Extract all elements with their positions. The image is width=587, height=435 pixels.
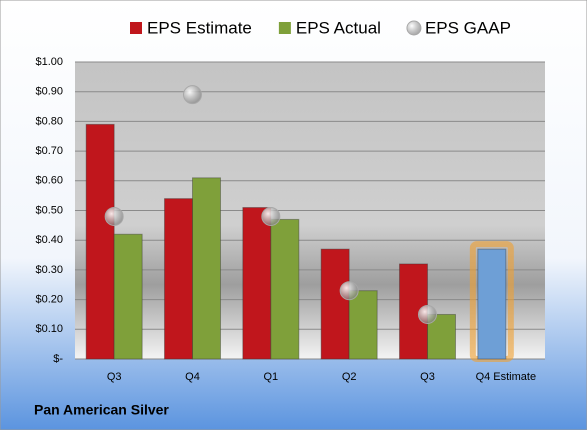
x-tick-label: Q4 Estimate [476,371,537,383]
y-tick-label: $- [53,353,63,365]
y-tick-label: $1.00 [35,56,63,68]
y-tick-label: $0.30 [35,264,63,276]
y-tick-label: $0.20 [35,294,63,306]
bar [192,177,221,360]
bar [164,198,193,360]
bar [85,123,115,360]
legend-marker [406,20,422,36]
bar [348,290,378,360]
y-tick-label: $0.50 [35,204,63,216]
legend-marker [278,22,291,34]
bar [113,233,143,360]
bar [477,248,507,360]
bar [270,218,300,360]
x-tick-label: Q2 [342,371,357,383]
legend-label: EPS GAAP [425,18,511,37]
legend-label: EPS Estimate [147,18,252,37]
x-tick-label: Q3 [420,371,435,383]
gaap-marker [104,206,124,226]
x-tick-label: Q3 [107,371,122,383]
gaap-marker [261,206,281,226]
gaap-marker [183,85,202,105]
gaap-marker [339,281,359,301]
y-tick-label: $0.80 [35,115,63,127]
legend-marker [130,22,142,34]
y-tick-label: $0.90 [35,86,63,98]
legend-label: EPS Actual [296,18,381,37]
y-tick-label: $0.40 [35,234,63,246]
gaap-marker [418,304,437,324]
y-tick-label: $0.10 [35,323,63,335]
bar [320,248,350,360]
x-tick-label: Q4 [185,371,200,383]
caption: Pan American Silver [34,402,169,418]
y-tick-label: $0.70 [35,145,63,157]
y-tick-label: $0.60 [35,175,63,187]
bar [242,207,272,360]
x-tick-label: Q1 [263,371,278,383]
